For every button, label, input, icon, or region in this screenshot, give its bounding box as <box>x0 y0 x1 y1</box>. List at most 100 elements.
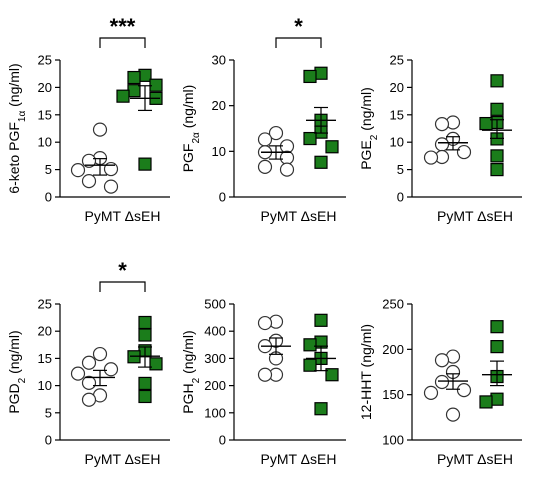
significance-bracket <box>275 37 322 48</box>
x-category-labels: PyMT ΔsEH <box>84 451 160 467</box>
data-point <box>138 328 152 342</box>
data-point <box>490 74 504 88</box>
significance-stars: * <box>294 14 303 39</box>
data-point <box>490 320 504 334</box>
y-tick-label: 10 <box>38 135 52 150</box>
y-axis-label: PGE2 (ng/ml) <box>358 87 380 170</box>
x-category-labels: PyMT ΔsEH <box>260 451 336 467</box>
data-point <box>81 153 97 168</box>
series-PyMT <box>423 349 472 422</box>
series-PyMT <box>423 115 472 165</box>
significance-bracket <box>99 281 146 292</box>
data-point <box>434 353 450 368</box>
data-point <box>257 367 273 382</box>
y-axis-label-part: (ng/ml) <box>358 87 374 134</box>
data-point <box>138 376 152 391</box>
y-tick-label: 10 <box>212 144 226 159</box>
y-tick-label: 150 <box>382 387 404 402</box>
y-tick-label: 20 <box>38 324 52 339</box>
data-point <box>127 84 141 98</box>
x-category-label: PyMT <box>84 208 121 224</box>
y-axis-label-part: PGF <box>180 144 196 173</box>
data-point <box>490 102 504 116</box>
y-tick-label: 500 <box>204 297 226 312</box>
y-axis-label-subscript: 2α <box>191 132 202 144</box>
series-ΔsEH <box>303 313 339 416</box>
series-ΔsEH <box>303 66 339 169</box>
data-point <box>434 374 450 390</box>
y-axis-label: PGF2α (ng/ml) <box>180 85 202 173</box>
data-point <box>423 385 439 400</box>
y-tick-label: 5 <box>397 162 404 177</box>
data-point <box>127 70 141 85</box>
y-axis-label-part: (ng/ml) <box>180 85 196 132</box>
y-tick-label: 30 <box>212 53 226 68</box>
x-category-labels: PyMT ΔsEH <box>260 208 336 224</box>
data-point <box>434 117 450 132</box>
series-PyMT <box>70 346 119 407</box>
x-category-label: ΔsEH <box>297 451 337 467</box>
y-axis-label-subscript: 2 <box>369 134 380 140</box>
y-axis-label-part: 6-keto PGF <box>6 122 22 194</box>
y-tick-label: 0 <box>45 190 52 205</box>
panel-6: 100 150 200 250 PyMT ΔsEH 12-HHT (ng/ml) <box>358 297 522 467</box>
x-category-label: PyMT <box>260 208 297 224</box>
x-category-labels: PyMT ΔsEH <box>437 451 513 467</box>
data-point <box>325 140 339 154</box>
y-axis-label-subscript: 2 <box>191 377 202 383</box>
y-tick-label: 5 <box>45 162 52 177</box>
y-axis-label-part: (ng/ml) <box>6 63 22 110</box>
y-tick-label: 10 <box>390 135 404 150</box>
series-ΔsEH <box>479 320 512 409</box>
data-point <box>490 149 504 163</box>
data-point <box>314 313 328 327</box>
panel-4: 0 5 10 15 20 25 PyMT ΔsEH PGD2 (ng/ml) * <box>6 258 170 467</box>
y-tick-label: 100 <box>382 433 404 448</box>
y-tick-label: 200 <box>204 378 226 393</box>
y-axis-label-part: PGD <box>6 383 22 413</box>
significance-stars: *** <box>110 14 136 39</box>
data-point <box>456 383 472 398</box>
data-point <box>434 137 450 152</box>
y-axis-label-part: 12-HHT (ng/ml) <box>358 324 374 420</box>
y-axis-label: PGH2 (ng/ml) <box>180 330 202 413</box>
data-point <box>314 155 328 169</box>
data-point <box>149 357 163 371</box>
data-point <box>268 125 284 141</box>
data-point <box>445 407 461 422</box>
y-tick-label: 25 <box>38 53 52 68</box>
panel-2: 0 10 20 30 PyMT ΔsEH PGF2α (ng/ml) * <box>180 14 346 224</box>
data-point <box>81 355 97 370</box>
significance-bracket <box>99 37 146 48</box>
y-axis-label-part: PGE <box>358 140 374 170</box>
data-point <box>279 162 295 177</box>
x-category-labels: PyMT ΔsEH <box>84 208 160 224</box>
y-axis-label: PGD2 (ng/ml) <box>6 330 28 413</box>
y-tick-label: 20 <box>38 80 52 95</box>
x-category-label: ΔsEH <box>121 451 161 467</box>
x-category-label: ΔsEH <box>121 208 161 224</box>
y-axis-label-part: PGH <box>180 383 196 413</box>
data-point <box>423 150 439 165</box>
x-category-label: PyMT <box>84 451 121 467</box>
data-point <box>92 346 108 362</box>
data-point <box>138 157 152 171</box>
data-point <box>81 375 97 390</box>
y-tick-label: 200 <box>382 342 404 357</box>
series-ΔsEH <box>116 68 163 171</box>
data-point <box>257 132 273 147</box>
y-tick-label: 10 <box>38 378 52 393</box>
data-point <box>70 366 86 381</box>
y-axis-label: 12-HHT (ng/ml) <box>358 324 374 420</box>
series-PyMT <box>257 125 295 177</box>
data-point <box>479 395 493 409</box>
data-point <box>325 368 339 382</box>
y-tick-label: 25 <box>390 53 404 68</box>
data-point <box>303 69 317 84</box>
data-point <box>103 179 119 194</box>
y-tick-label: 400 <box>204 324 226 339</box>
x-category-label: ΔsEH <box>297 208 337 224</box>
y-tick-label: 20 <box>390 80 404 95</box>
x-category-labels: PyMT ΔsEH <box>437 208 513 224</box>
